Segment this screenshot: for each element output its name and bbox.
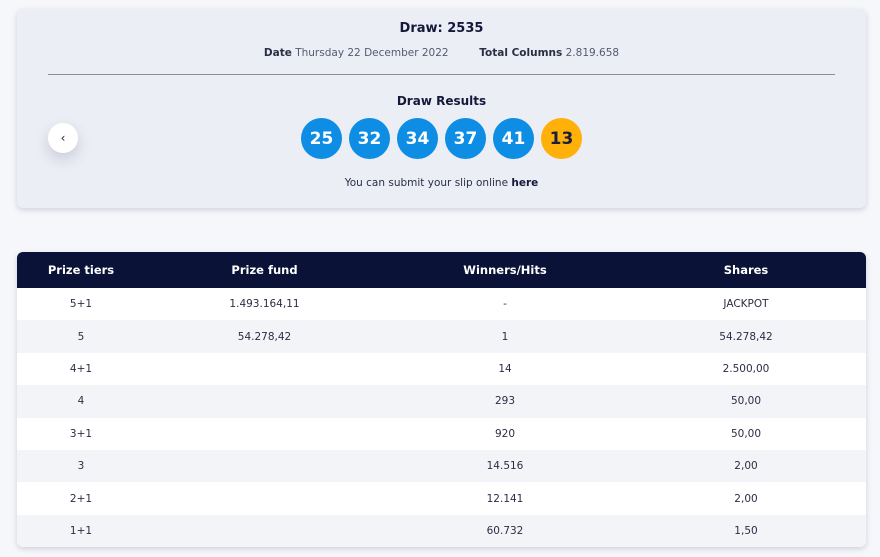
cell-winners: 14.516 xyxy=(486,460,524,473)
cell-fund xyxy=(145,482,384,514)
cell-shares: 2.500,00 xyxy=(722,362,770,375)
table-row: 4+1 14 2.500,00 xyxy=(17,352,866,386)
cell-shares: 50,00 xyxy=(730,427,762,440)
date-label: Date xyxy=(263,47,292,59)
table-row: 1+1 60.732 1,50 xyxy=(17,514,866,548)
cell-tier: 5 xyxy=(77,330,85,343)
result-ball: 34 xyxy=(397,118,438,159)
cell-shares: 54.278,42 xyxy=(719,330,773,343)
table-row: 5 54.278,42 1 54.278,42 xyxy=(17,320,866,353)
cell-shares: 1,50 xyxy=(734,524,758,537)
result-ball: 41 xyxy=(493,118,534,159)
cell-shares: 50,00 xyxy=(730,395,762,408)
cell-shares: 2,00 xyxy=(734,492,758,505)
cell-tier: 5+1 xyxy=(69,298,93,311)
cell-winners: 1 xyxy=(501,330,509,343)
divider xyxy=(48,74,835,75)
submit-text: You can submit your slip online xyxy=(344,177,512,189)
cell-tier: 3 xyxy=(77,460,85,473)
cell-tier: 2+1 xyxy=(69,492,93,505)
bonus-ball: 13 xyxy=(541,118,582,159)
cell-winners: 60.732 xyxy=(486,524,524,537)
draw-results-title: Draw Results xyxy=(396,94,487,108)
header-shares: Shares xyxy=(723,263,769,277)
result-balls: 25 32 34 37 41 13 xyxy=(17,118,866,159)
cell-winners: 293 xyxy=(494,395,516,408)
result-ball: 37 xyxy=(445,118,486,159)
submit-here-link[interactable]: here xyxy=(511,177,539,189)
header-winners-hits: Winners/Hits xyxy=(463,263,547,277)
cell-fund: 54.278,42 xyxy=(237,330,292,343)
cell-tier: 3+1 xyxy=(69,427,93,440)
header-prize-fund: Prize fund xyxy=(231,263,298,277)
cell-shares: JACKPOT xyxy=(723,298,769,311)
table-row: 5+1 1.493.164,11 - JACKPOT xyxy=(17,288,866,321)
draw-card: Draw: 2535 Date Thursday 22 December 202… xyxy=(17,9,866,208)
cell-winners: - xyxy=(503,298,507,311)
header-prize-tiers: Prize tiers xyxy=(47,263,115,277)
cell-fund: 1.493.164,11 xyxy=(229,298,300,311)
table-row: 4 293 50,00 xyxy=(17,385,866,418)
cell-shares: 2,00 xyxy=(734,460,758,473)
total-columns-label: Total Columns xyxy=(479,47,563,59)
cell-tier: 4 xyxy=(77,395,85,408)
cell-fund xyxy=(145,515,384,547)
table-header-row: Prize tiers Prize fund Winners/Hits Shar… xyxy=(17,252,866,288)
cell-fund xyxy=(145,353,384,385)
submit-slip-text: You can submit your slip online here xyxy=(17,177,866,189)
prize-table: Prize tiers Prize fund Winners/Hits Shar… xyxy=(17,252,866,548)
draw-title: Draw: 2535 xyxy=(399,21,484,36)
result-ball: 32 xyxy=(349,118,390,159)
draw-meta: Date Thursday 22 December 2022 Total Col… xyxy=(17,47,866,59)
chevron-left-icon: ‹ xyxy=(60,131,66,145)
cell-fund xyxy=(145,450,384,482)
cell-tier: 1+1 xyxy=(69,524,93,537)
cell-fund xyxy=(145,385,384,417)
previous-draw-button[interactable]: ‹ xyxy=(48,123,78,153)
table-row: 2+1 12.141 2,00 xyxy=(17,482,866,515)
cell-winners: 12.141 xyxy=(486,492,524,505)
cell-winners: 14 xyxy=(498,362,512,375)
date-value: Thursday 22 December 2022 xyxy=(295,47,449,59)
table-row: 3+1 920 50,00 xyxy=(17,417,866,450)
total-columns-value: 2.819.658 xyxy=(565,47,620,59)
cell-winners: 920 xyxy=(494,427,516,440)
table-row: 3 14.516 2,00 xyxy=(17,449,866,483)
result-ball: 25 xyxy=(301,118,342,159)
cell-tier: 4+1 xyxy=(69,362,93,375)
cell-fund xyxy=(145,418,384,450)
